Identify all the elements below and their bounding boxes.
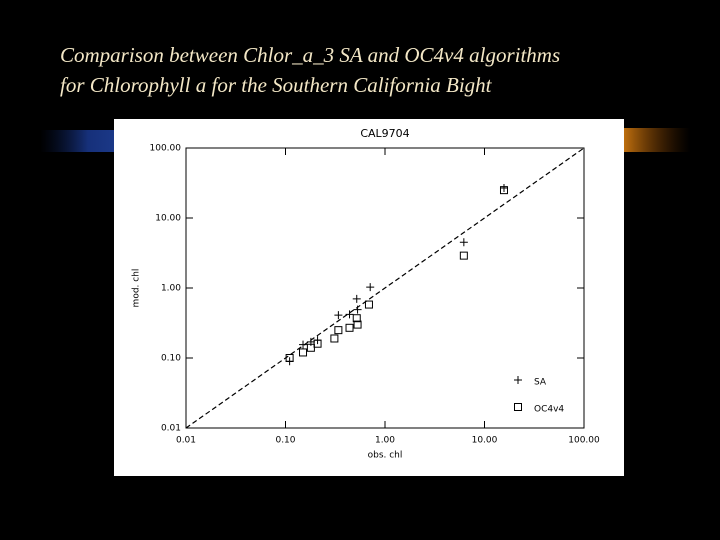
plus-marker xyxy=(334,311,343,320)
square-marker xyxy=(345,323,354,332)
plus-marker xyxy=(459,238,468,247)
y-axis-label: mod. chl xyxy=(132,269,142,308)
legend-label: OC4v4 xyxy=(534,405,564,415)
x-axis-label: obs. chl xyxy=(368,451,403,461)
y-tick-label: 10.00 xyxy=(155,214,181,224)
plus-marker xyxy=(366,283,375,292)
y-tick-label: 0.10 xyxy=(161,354,181,364)
legend-label: SA xyxy=(534,378,547,388)
square-marker xyxy=(459,251,468,260)
square-marker xyxy=(499,186,508,195)
chart-background xyxy=(114,119,624,476)
square-marker xyxy=(352,314,361,323)
square-marker xyxy=(334,326,343,335)
plus-marker xyxy=(514,376,522,384)
x-tick-label: 10.00 xyxy=(472,436,498,446)
square-marker xyxy=(353,320,362,329)
title-line: for Chlorophyll a for the Southern Calif… xyxy=(60,73,492,97)
square-marker xyxy=(299,348,308,357)
square-marker xyxy=(306,343,315,352)
chart: CAL9704 obs. chl mod. chl 0.01 0.10 1.00 10… xyxy=(132,127,601,461)
title-line: Comparison between Chlor_a_3 SA and OC4v… xyxy=(60,43,561,67)
plus-marker xyxy=(353,305,362,314)
square-marker xyxy=(364,300,373,309)
x-tick-label: 100.00 xyxy=(568,436,600,446)
plus-marker xyxy=(299,340,308,349)
decor-band xyxy=(620,128,690,152)
plus-marker xyxy=(352,294,361,303)
square-marker xyxy=(285,354,294,362)
slide-title: Comparison between Chlor_a_3 SA and OC4v… xyxy=(60,40,560,100)
x-tick-label: 0.01 xyxy=(176,436,196,446)
chart-title: CAL9704 xyxy=(360,127,409,140)
decor-band xyxy=(40,130,120,152)
plus-marker xyxy=(499,184,508,193)
square-marker xyxy=(514,403,522,411)
y-tick-label: 0.01 xyxy=(161,424,181,434)
square-marker xyxy=(313,339,322,348)
y-tick-label: 1.00 xyxy=(161,284,181,294)
identity-line xyxy=(185,147,585,429)
y-tick-label: 100.00 xyxy=(150,144,182,154)
plus-marker xyxy=(345,310,354,319)
square-marker xyxy=(330,334,339,343)
x-tick-label: 1.00 xyxy=(375,436,395,446)
x-tick-label: 0.10 xyxy=(275,436,295,446)
